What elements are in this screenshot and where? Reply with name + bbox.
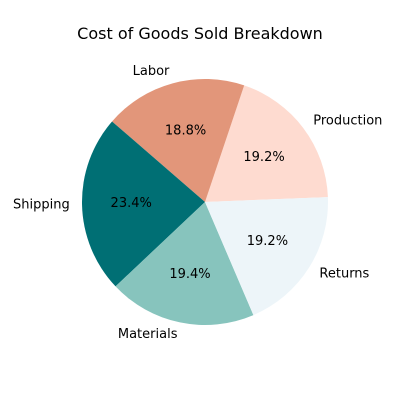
chart-title: Cost of Goods Sold Breakdown [77, 24, 323, 43]
pie-slice-materials [115, 202, 254, 325]
pie-value-label-shipping: 23.4% [111, 196, 152, 211]
pie-slice-labor [112, 78, 245, 202]
pie-value-label-production: 19.2% [243, 150, 284, 165]
pie-category-label-production: Production [313, 113, 382, 128]
pie-slice-returns [205, 197, 328, 316]
pie-value-label-labor: 18.8% [165, 123, 206, 138]
pie-slice-shipping [82, 121, 205, 287]
pie-slice-production [205, 85, 328, 202]
pie-category-label-returns: Returns [319, 267, 369, 282]
pie-value-label-materials: 19.4% [169, 267, 210, 282]
pie-category-label-shipping: Shipping [13, 197, 70, 212]
pie-value-label-returns: 19.2% [247, 234, 288, 249]
pie-category-label-labor: Labor [133, 64, 170, 79]
pie-category-label-materials: Materials [118, 327, 178, 342]
